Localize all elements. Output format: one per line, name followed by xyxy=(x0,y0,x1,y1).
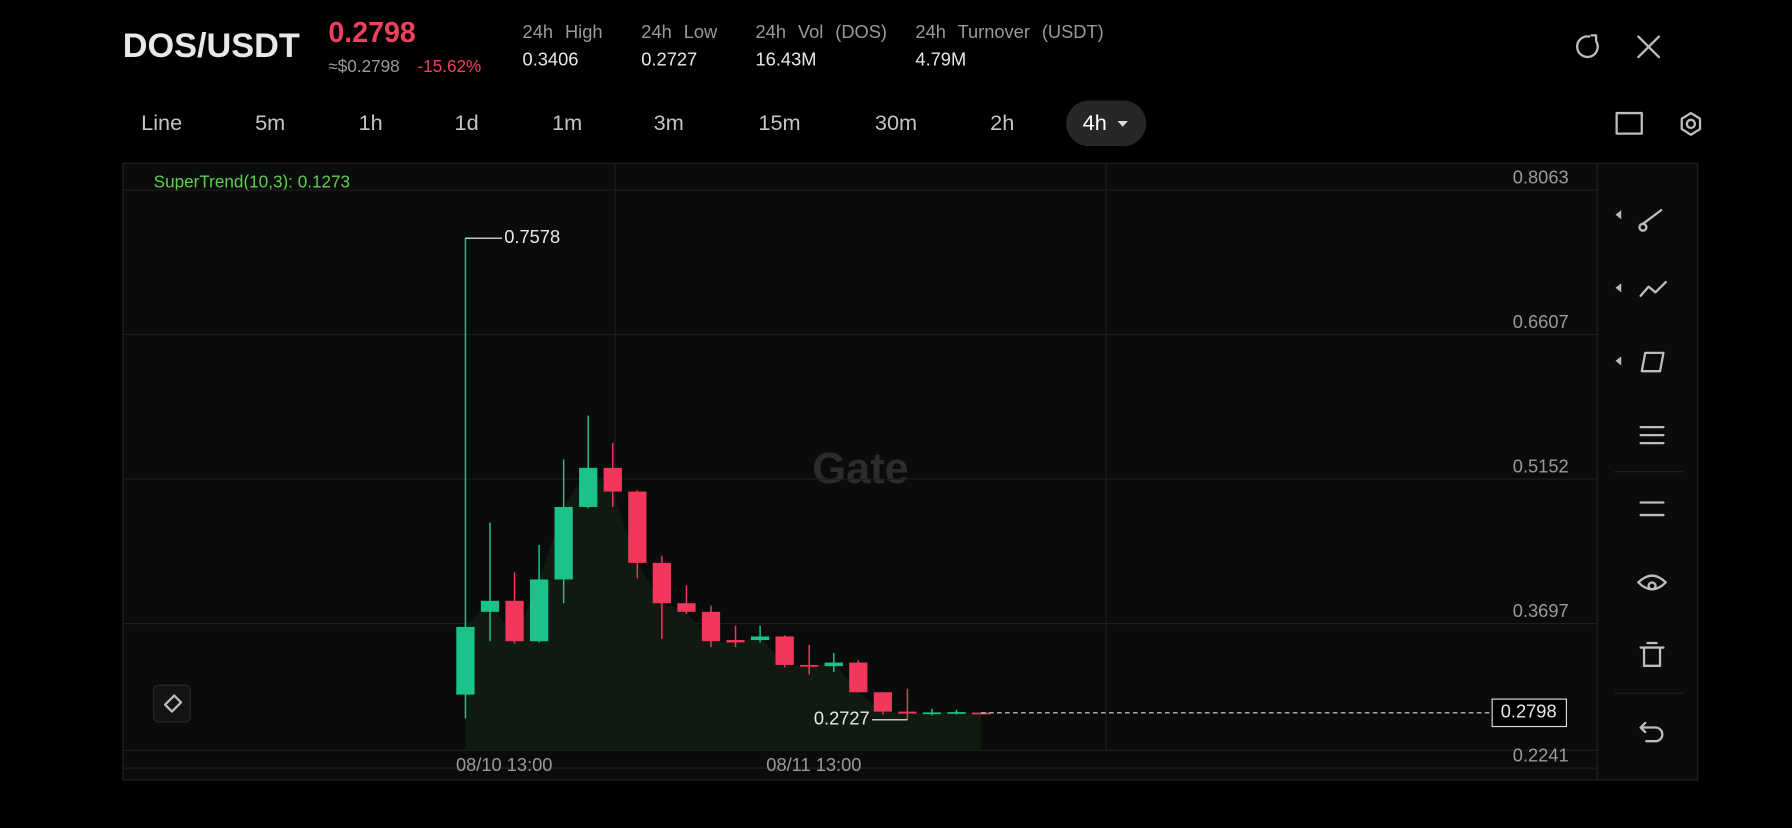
price: 0.2798 xyxy=(328,17,415,49)
candle-body xyxy=(628,491,647,563)
stat-value: 4.79M xyxy=(915,48,966,69)
usd-price: ≈$0.2798 xyxy=(328,56,399,76)
dropdown-arrow xyxy=(1117,121,1128,127)
timeframe[interactable]: 5m xyxy=(255,110,285,135)
last-price-label: 0.2798 xyxy=(1501,701,1557,722)
stats: 24h High 0.3406 24h Low 0.2727 24h Vol (DOS)… xyxy=(523,21,1104,69)
timeframe[interactable]: 1m xyxy=(552,110,582,135)
candle-body xyxy=(824,662,843,667)
plot: 0.2241 0.3697 0.5152 0.6607 0.8063 08/10 13:0… xyxy=(122,166,1598,775)
tool-undo[interactable] xyxy=(1639,721,1664,743)
stat-label: 24h High xyxy=(523,21,603,42)
tool-fib[interactable] xyxy=(1639,280,1667,297)
candle-body xyxy=(579,467,598,507)
tool-line[interactable] xyxy=(1638,208,1663,232)
tool-delete[interactable] xyxy=(1639,641,1665,667)
candle-body xyxy=(529,579,549,642)
high-label: 0.7578 xyxy=(504,226,560,247)
pair: DOS/USDT xyxy=(123,27,300,65)
x-tick-label: 08/10 13:00 xyxy=(456,754,553,775)
candle-body xyxy=(701,611,721,642)
candle-body xyxy=(652,562,672,604)
stat-label: 24h Low xyxy=(641,21,718,42)
timeframe[interactable]: 2h xyxy=(990,110,1014,135)
tool-arrows xyxy=(1615,210,1622,366)
toolbar xyxy=(1614,208,1683,743)
watermark: Gate xyxy=(812,445,908,493)
close-area xyxy=(465,467,982,751)
tool-templates[interactable] xyxy=(1639,501,1665,517)
tool-shape[interactable] xyxy=(1640,351,1665,373)
stat-value: 0.3406 xyxy=(523,48,579,69)
y-tick-label: 0.5152 xyxy=(1513,455,1569,476)
change: -15.62% xyxy=(417,56,481,76)
candle-body xyxy=(873,692,893,712)
timeframe[interactable]: 15m xyxy=(758,110,800,135)
draw-toggle[interactable] xyxy=(153,684,191,723)
timeframe[interactable]: 4h xyxy=(1083,110,1107,135)
candle-body xyxy=(947,712,966,714)
stat-value: 16.43M xyxy=(756,48,817,69)
candle-body xyxy=(480,600,500,612)
stat-label: 24h Vol (DOS) xyxy=(756,21,887,42)
candle-body xyxy=(800,664,819,667)
candle-body xyxy=(603,467,622,492)
timeframe[interactable]: 1d xyxy=(455,110,479,135)
candle-body xyxy=(898,711,917,714)
candle-body xyxy=(922,712,942,715)
y-tick-label: 0.6607 xyxy=(1513,311,1569,332)
stat-label: 24h Turnover (USDT) xyxy=(915,21,1103,42)
candle-body xyxy=(726,640,745,643)
candle-body xyxy=(750,636,770,641)
y-tick-label: 0.2241 xyxy=(1513,745,1569,766)
settings-icon[interactable] xyxy=(1680,111,1702,136)
low-label: 0.2727 xyxy=(814,708,870,729)
candle-body xyxy=(775,636,794,665)
last-price-box xyxy=(1491,698,1567,728)
candle-body xyxy=(505,600,524,642)
x-tick-label: 08/11 13:00 xyxy=(766,754,861,775)
indicator: SuperTrend(10,3): 0.1273 xyxy=(154,171,350,191)
close-icon[interactable] xyxy=(1637,35,1661,59)
draw-icon xyxy=(163,694,183,713)
timeframe[interactable]: 1h xyxy=(359,110,383,135)
icons xyxy=(1576,34,1702,136)
candle-body xyxy=(554,506,573,580)
tool-indicators[interactable] xyxy=(1639,425,1665,445)
y-tick-label: 0.3697 xyxy=(1513,600,1569,621)
layout-icon[interactable] xyxy=(1615,111,1643,135)
y-tick-label: 0.8063 xyxy=(1513,166,1569,187)
chart-frame xyxy=(122,162,1699,781)
timeframe[interactable]: 3m xyxy=(654,110,684,135)
tool-visibility[interactable] xyxy=(1637,574,1667,591)
stat-value: 0.2727 xyxy=(641,48,697,69)
candle-body xyxy=(971,712,991,715)
timeframes: Line 5m 1h 1d 1m 3m 15m 30m 2h 4h xyxy=(141,100,1147,147)
timeframe[interactable]: Line xyxy=(141,110,182,135)
timeframe-selected xyxy=(1066,100,1147,147)
timeframe[interactable]: 30m xyxy=(875,110,917,135)
candle-body xyxy=(849,662,868,693)
candle-body xyxy=(456,626,475,695)
candle-body xyxy=(677,603,696,612)
refresh-icon[interactable] xyxy=(1576,34,1599,59)
